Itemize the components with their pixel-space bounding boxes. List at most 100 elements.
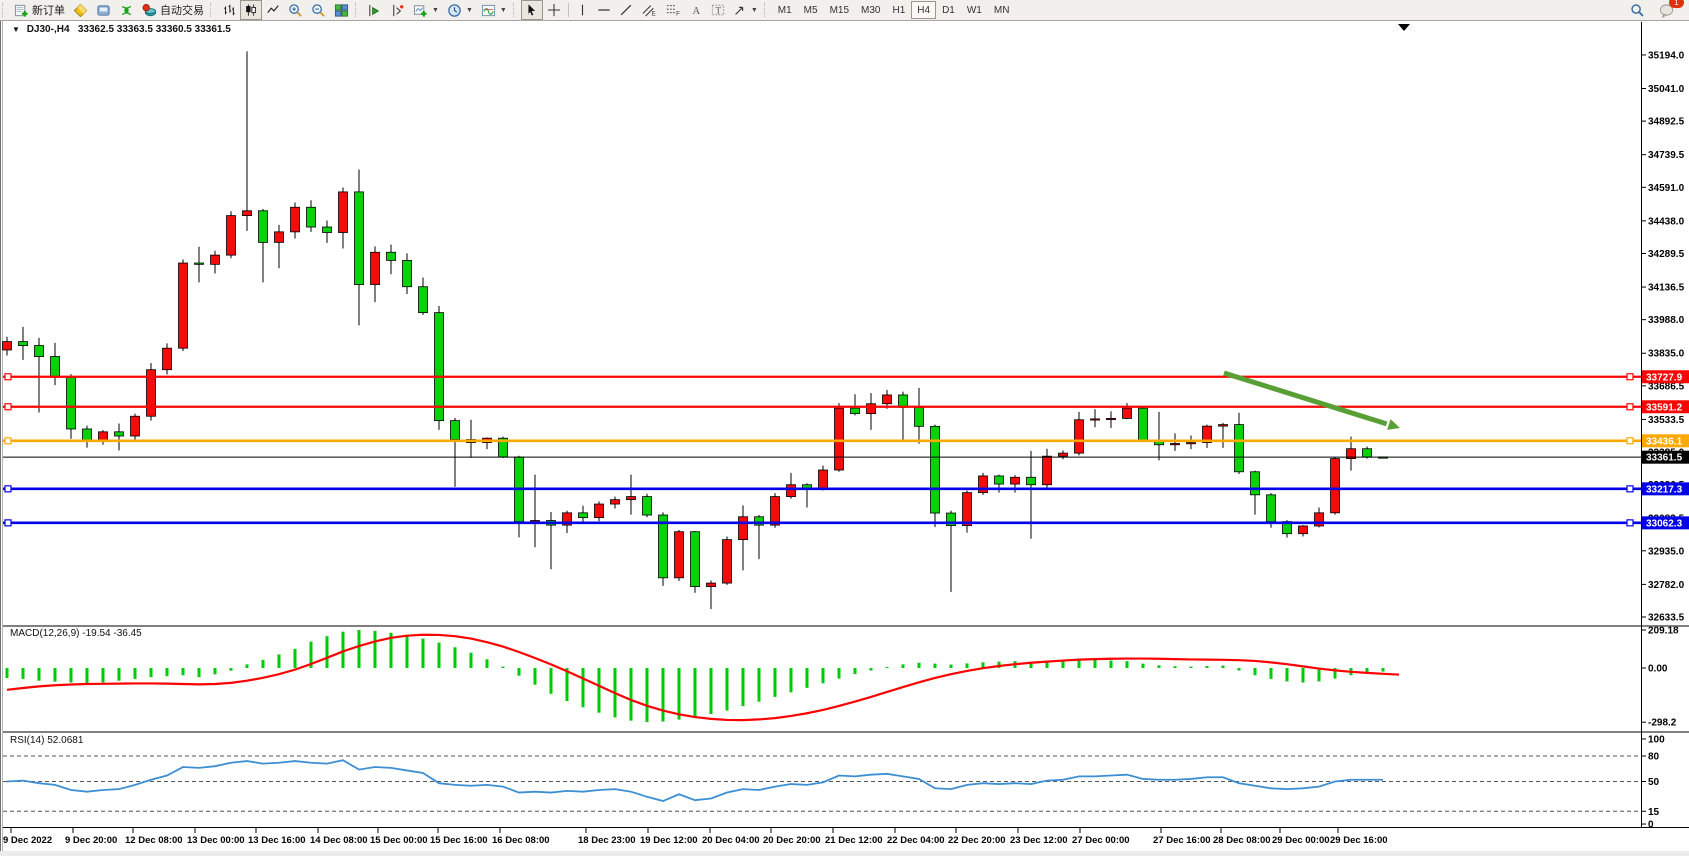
timeframe-m1-button[interactable]: M1 (777, 4, 792, 16)
crosshair-tool-button[interactable] (543, 0, 565, 20)
horizontal-level-line[interactable]: 33436.1 (3, 434, 1689, 448)
cursor-tool-button[interactable] (520, 0, 543, 20)
time-axis-label: 16 Dec 08:00 (492, 835, 550, 846)
indicators-button[interactable]: ▼ (477, 0, 511, 20)
horizontal-level-line[interactable]: 33591.2 (3, 400, 1689, 414)
time-axis-label: 14 Dec 08:00 (310, 835, 368, 846)
svg-text:33436.1: 33436.1 (1646, 436, 1683, 447)
time-axis-label: 13 Dec 00:00 (187, 835, 245, 846)
text-label-tool-button[interactable]: T (707, 0, 729, 20)
zoom-out-button[interactable] (307, 0, 330, 20)
new-order-button[interactable]: 新订单 (10, 0, 69, 20)
time-axis[interactable]: 9 Dec 2022 9 Dec 20:00 12 Dec 08:00 13 Dec … (3, 828, 1388, 846)
line-anchor-handle[interactable] (1626, 485, 1634, 493)
time-axis-label: 18 Dec 23:00 (578, 835, 636, 846)
timeframe-m5-button[interactable]: M5 (803, 4, 818, 16)
line-anchor-handle[interactable] (4, 437, 12, 445)
arrows-icon (735, 6, 744, 15)
svg-text:E: E (651, 10, 655, 17)
candle (114, 423, 124, 451)
line-anchor-handle[interactable] (4, 519, 12, 527)
trendline-tool-button[interactable] (615, 0, 637, 20)
candle (1042, 448, 1052, 489)
candle (1218, 422, 1228, 448)
chat-bubble-icon (1659, 3, 1674, 18)
line-anchor-handle[interactable] (4, 403, 12, 411)
timeframe-m30-button[interactable]: M30 (861, 4, 881, 16)
time-axis-label: 29 Dec 16:00 (1330, 835, 1388, 846)
zoom-in-button[interactable] (284, 0, 307, 20)
styler-button[interactable] (69, 0, 92, 20)
dropdown-caret: ▼ (499, 6, 507, 14)
timeframe-w1-button[interactable]: W1 (966, 4, 982, 16)
chart-shift-marker-icon[interactable] (1398, 24, 1410, 31)
toolbar: 新订单 自动交易 (0, 0, 1689, 21)
chart-shift-button[interactable] (386, 0, 409, 20)
timeframe-h4-button[interactable]: H4 (911, 1, 937, 19)
line-anchor-handle[interactable] (1626, 519, 1634, 527)
candle (1346, 436, 1356, 471)
svg-text:A: A (692, 6, 700, 17)
timeframe-h1-button[interactable]: H1 (892, 4, 906, 16)
svg-text:32633.5: 32633.5 (1648, 612, 1685, 623)
new-chart-button[interactable]: ▼ (409, 0, 443, 20)
candle (1186, 435, 1196, 450)
candle (578, 505, 588, 524)
line-anchor-handle[interactable] (4, 485, 12, 493)
periods-button[interactable]: ▼ (443, 0, 477, 20)
line-anchor-handle[interactable] (4, 373, 12, 381)
time-axis-label: 15 Dec 00:00 (370, 835, 428, 846)
candle (306, 200, 316, 232)
dropdown-caret: ▼ (465, 6, 473, 14)
timeframe-mn-button[interactable]: MN (993, 4, 1010, 16)
candlestick-chart-type-button[interactable] (240, 0, 262, 20)
search-button[interactable] (1626, 0, 1649, 20)
rsi-line (6, 759, 1384, 803)
candle (226, 211, 236, 259)
auto-scroll-button[interactable] (363, 0, 386, 20)
auto-trading-button[interactable]: 自动交易 (138, 0, 208, 20)
horizontal-level-line[interactable]: 33062.3 (3, 516, 1689, 530)
candle (722, 536, 732, 585)
svg-text:100: 100 (1648, 734, 1665, 745)
terminal-button[interactable] (92, 0, 115, 20)
zoom-out-icon (312, 3, 325, 17)
line-chart-type-button[interactable] (262, 0, 284, 20)
toolbar-grip (2, 3, 6, 17)
line-anchor-handle[interactable] (1626, 373, 1634, 381)
timeframe-m15-button[interactable]: M15 (829, 4, 850, 16)
horizontal-level-line[interactable]: 33727.9 (3, 370, 1689, 384)
svg-text:33727.9: 33727.9 (1646, 372, 1683, 383)
trend-arrow-annotation[interactable] (1223, 370, 1400, 430)
equidistant-channel-tool-button[interactable]: E (637, 0, 661, 20)
candle (242, 51, 252, 231)
chart-shift-icon (393, 4, 404, 16)
candle (1234, 412, 1244, 474)
symbol-ohlc-line[interactable]: ▼ DJ30-,H4 33362.5 33363.5 33360.5 33361… (12, 24, 231, 35)
candle (290, 202, 300, 239)
signal-button[interactable] (115, 0, 138, 20)
horizontal-level-line[interactable]: 33217.3 (3, 482, 1689, 496)
timeframe-d1-button[interactable]: D1 (942, 4, 955, 16)
arrows-tool-button[interactable]: ▼ (729, 0, 762, 20)
text-tool-button[interactable]: A (685, 0, 707, 20)
candle (274, 224, 284, 269)
svg-text:33835.0: 33835.0 (1648, 349, 1685, 360)
zoom-in-icon (289, 3, 302, 17)
fibonacci-tool-button[interactable]: F (661, 0, 685, 20)
vertical-line-tool-button[interactable] (572, 0, 593, 20)
time-axis-label: 29 Dec 00:00 (1272, 835, 1330, 846)
candle (1170, 433, 1180, 451)
svg-text:F: F (676, 10, 680, 17)
candle (258, 209, 268, 283)
notifications-button[interactable]: 1 (1655, 0, 1684, 20)
text-label-icon: T (711, 4, 724, 17)
time-axis-label: 27 Dec 16:00 (1153, 835, 1211, 846)
tile-windows-button[interactable] (330, 0, 353, 20)
bar-chart-type-button[interactable] (218, 0, 240, 20)
line-anchor-handle[interactable] (1626, 437, 1634, 445)
line-anchor-handle[interactable] (1626, 403, 1634, 411)
horizontal-line-tool-button[interactable] (593, 0, 615, 20)
time-axis-label: 9 Dec 20:00 (65, 835, 117, 846)
